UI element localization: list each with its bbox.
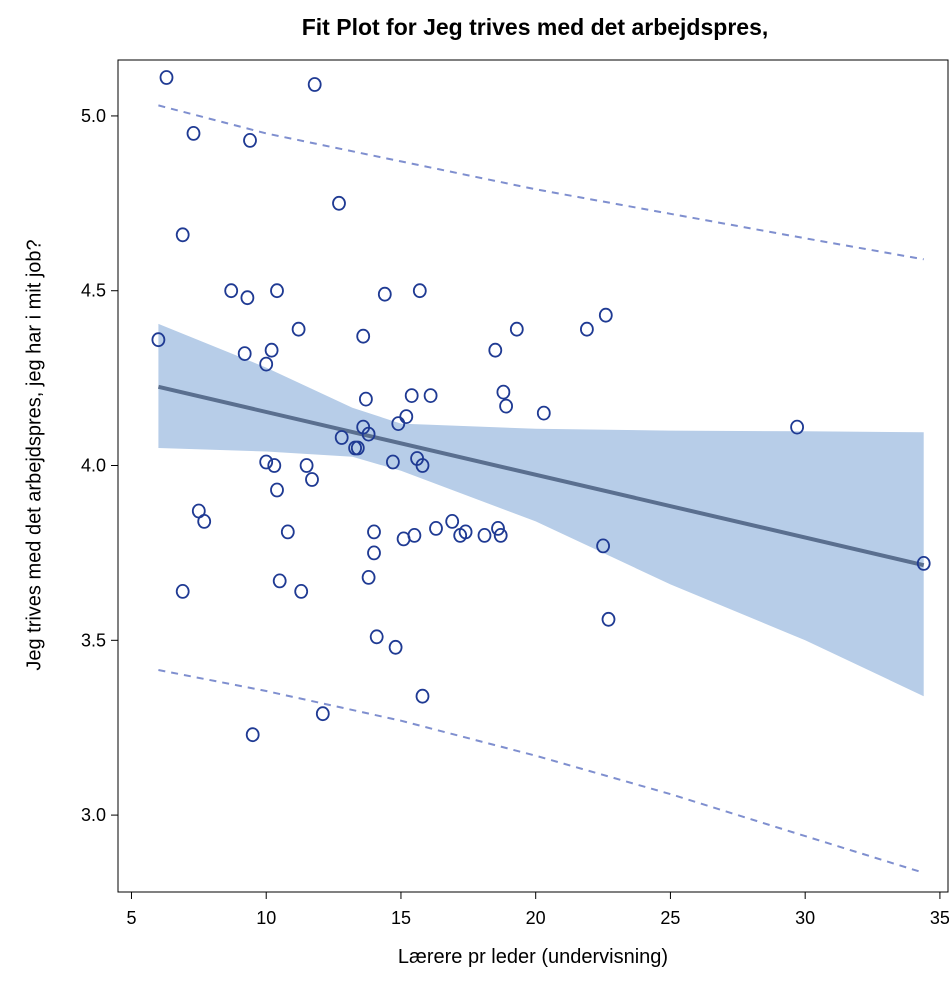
axes-layer: 5 10 15 20 25 30 35 3.0 3.5 4.0 4.5 5.0 xyxy=(81,106,949,928)
data-point xyxy=(224,283,239,299)
data-point xyxy=(175,227,190,243)
prediction-limit-lower xyxy=(158,669,924,874)
data-point xyxy=(580,321,594,337)
x-tick-label: 35 xyxy=(930,908,949,928)
prediction-limit-upper xyxy=(158,104,924,261)
data-point xyxy=(493,528,508,543)
x-tick-label: 25 xyxy=(660,908,680,928)
data-point xyxy=(385,454,400,470)
y-tick-label: 4.5 xyxy=(81,281,106,301)
data-point xyxy=(412,283,427,299)
data-point xyxy=(356,328,371,344)
x-tick-label: 5 xyxy=(126,908,136,928)
data-point xyxy=(399,409,414,425)
data-point xyxy=(315,706,330,722)
x-axis-label: Lærere pr leder (undervisning) xyxy=(397,946,669,968)
data-point xyxy=(404,388,419,404)
data-point xyxy=(237,346,252,362)
data-point xyxy=(488,342,503,358)
data-point xyxy=(477,528,492,543)
data-point xyxy=(240,290,255,306)
data-point xyxy=(294,584,309,599)
x-tick-label: 10 xyxy=(256,908,276,928)
data-point xyxy=(361,426,376,442)
data-point xyxy=(186,125,201,141)
data-point xyxy=(361,570,376,585)
data-point xyxy=(499,398,514,414)
confidence-band xyxy=(158,323,924,697)
data-point xyxy=(423,388,438,404)
x-tick-label: 30 xyxy=(795,908,815,928)
data-point xyxy=(270,283,284,299)
data-point xyxy=(175,584,190,599)
fit-line-layer xyxy=(157,384,925,568)
confidence-band-layer xyxy=(158,323,924,697)
data-point xyxy=(458,524,473,540)
fit-line xyxy=(157,384,925,568)
data-point xyxy=(243,132,257,148)
data-point xyxy=(267,458,282,473)
data-point xyxy=(536,405,551,421)
data-point xyxy=(369,629,384,645)
data-point xyxy=(601,611,616,627)
data-points-layer xyxy=(151,70,931,743)
data-point xyxy=(509,321,524,337)
data-point xyxy=(415,458,430,473)
data-point xyxy=(429,521,443,536)
data-point xyxy=(299,458,314,473)
y-tick-label: 4.0 xyxy=(81,456,106,476)
prediction-limits-layer xyxy=(158,104,924,874)
data-point xyxy=(367,524,381,540)
data-point xyxy=(596,538,610,554)
data-point xyxy=(272,573,287,589)
data-point xyxy=(388,639,403,655)
data-point xyxy=(491,521,505,536)
data-point xyxy=(334,430,349,445)
y-tick-label: 3.5 xyxy=(81,630,106,650)
data-point xyxy=(496,384,511,400)
data-point xyxy=(332,195,346,211)
data-point xyxy=(264,342,279,358)
data-point xyxy=(307,77,322,92)
data-point xyxy=(259,356,274,372)
data-point xyxy=(377,286,392,302)
chart-title: Fit Plot for Jeg trives med det arbejdsp… xyxy=(301,14,769,40)
data-point xyxy=(916,556,931,571)
x-tick-label: 15 xyxy=(391,908,411,928)
data-point xyxy=(415,688,430,704)
y-tick-label: 5.0 xyxy=(81,106,106,126)
data-point xyxy=(598,307,613,323)
data-point xyxy=(151,332,166,348)
data-point xyxy=(159,70,174,85)
data-point xyxy=(350,440,365,456)
data-point xyxy=(367,545,381,561)
y-tick-label: 3.0 xyxy=(81,805,106,825)
data-point xyxy=(280,524,295,540)
data-point xyxy=(291,321,306,337)
data-point xyxy=(790,419,804,435)
data-point xyxy=(358,391,373,407)
x-tick-label: 20 xyxy=(526,908,546,928)
data-point xyxy=(270,482,284,498)
data-point xyxy=(445,514,460,529)
data-point xyxy=(245,727,260,743)
data-point xyxy=(259,454,274,470)
data-point xyxy=(197,514,212,529)
data-point xyxy=(305,472,319,487)
data-point xyxy=(407,528,422,543)
plot-frame xyxy=(117,59,949,893)
